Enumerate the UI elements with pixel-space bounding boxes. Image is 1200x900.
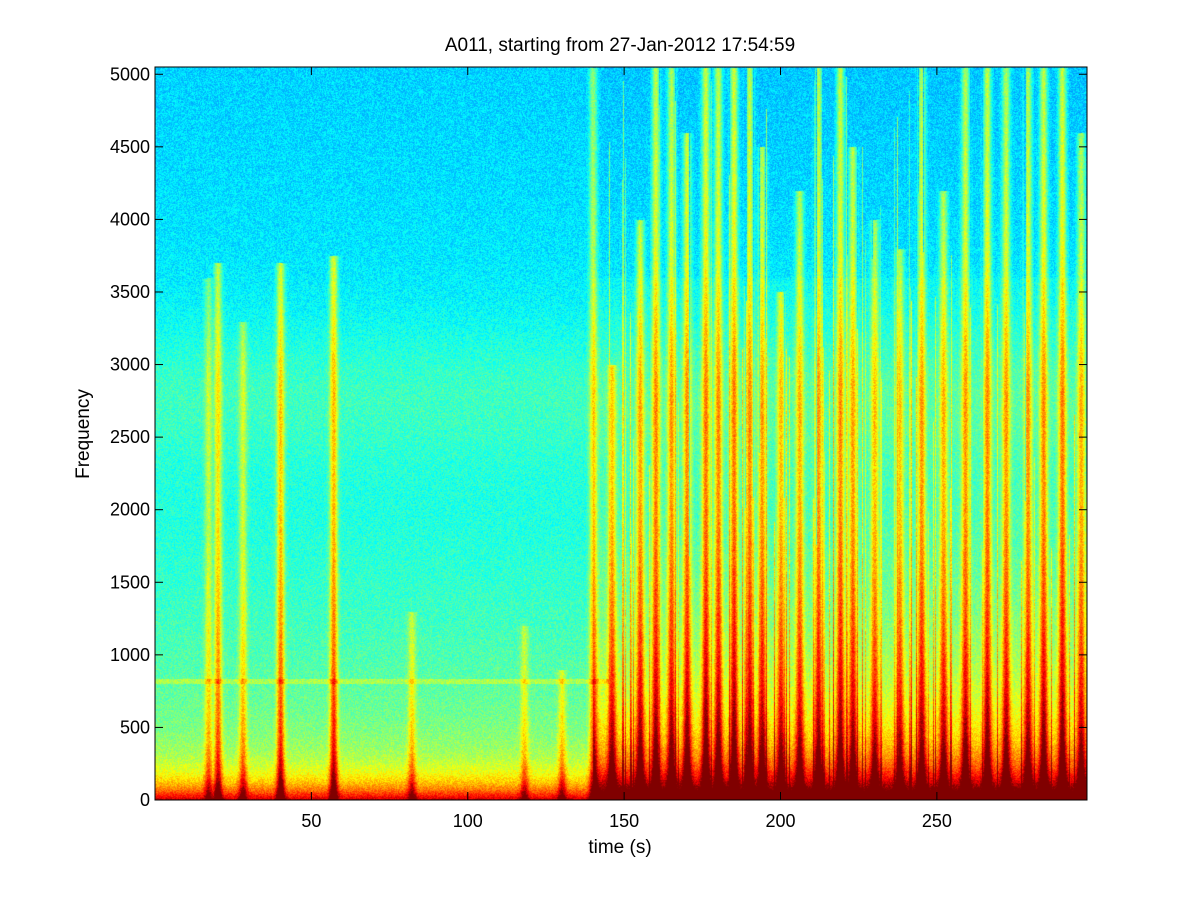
- y-tick-label: 1000: [110, 645, 150, 665]
- x-tick-label: 150: [609, 811, 639, 831]
- y-axis: 0 500 1000 1500 2000 2500 3000 3500 4000 4500 5000: [110, 64, 1087, 810]
- spectrogram-heatmap: [155, 67, 1087, 800]
- x-tick-label: 100: [453, 811, 483, 831]
- y-tick-label: 0: [140, 790, 150, 810]
- y-tick-label: 4500: [110, 137, 150, 157]
- x-tick-label: 200: [765, 811, 795, 831]
- plot-frame: [154, 66, 1088, 801]
- y-axis-label: Frequency: [73, 389, 94, 479]
- y-tick-label: 2000: [110, 500, 150, 520]
- y-tick-label: 5000: [110, 64, 150, 84]
- x-tick-label: 250: [922, 811, 952, 831]
- x-tick-label: 50: [301, 811, 321, 831]
- y-tick-label: 4000: [110, 209, 150, 229]
- y-tick-label: 1500: [110, 572, 150, 592]
- spectrogram-plot-area: [155, 67, 1087, 800]
- y-tick-label: 3500: [110, 282, 150, 302]
- y-tick-label: 2500: [110, 427, 150, 447]
- x-axis-label: time (s): [588, 837, 651, 858]
- chart-title: A011, starting from 27-Jan-2012 17:54:59: [445, 35, 795, 56]
- y-tick-label: 500: [120, 717, 150, 737]
- x-axis: 50 100 150 200 250: [301, 67, 952, 831]
- y-tick-label: 3000: [110, 355, 150, 375]
